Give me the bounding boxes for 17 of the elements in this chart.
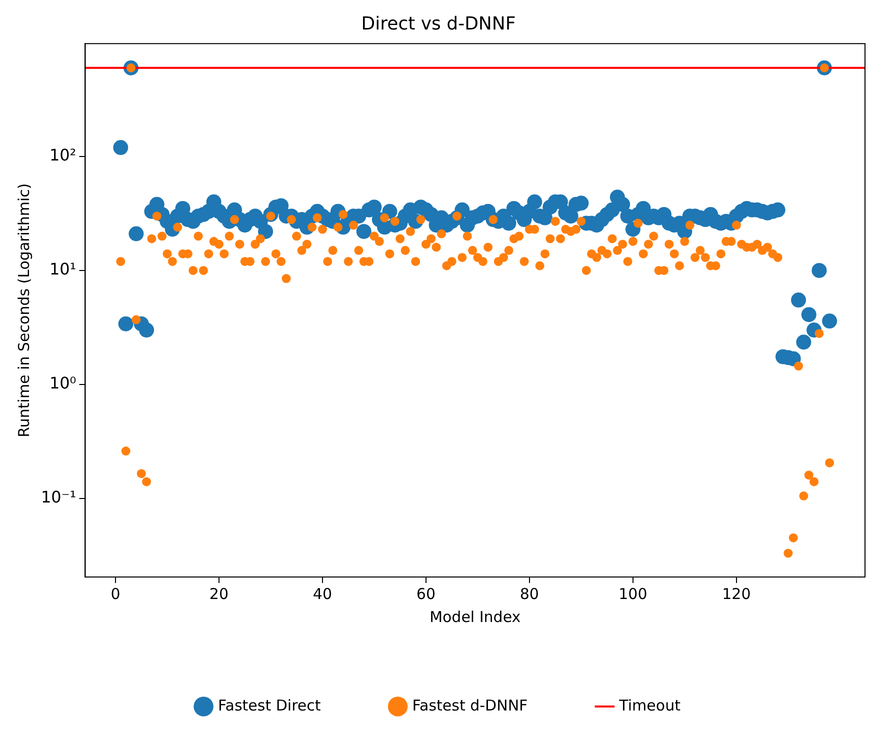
- x-tick-label: 120: [722, 584, 751, 603]
- chart-title: Direct vs d-DNNF: [361, 13, 516, 34]
- y-axis-title: Runtime in Seconds (Logarithmic): [14, 183, 33, 438]
- x-tick-label: 80: [520, 584, 539, 603]
- y-tick-label: 10⁻¹: [41, 488, 76, 506]
- legend-label: Timeout: [618, 696, 681, 714]
- x-tick-label: 20: [209, 584, 229, 603]
- x-tick-label: 60: [416, 584, 436, 603]
- legend-label: Fastest d-DNNF: [412, 696, 528, 714]
- y-tick-label: 10¹: [49, 260, 76, 279]
- x-tick-label: 0: [110, 584, 120, 603]
- legend-label: Fastest Direct: [218, 696, 321, 714]
- y-tick-label: 10²: [49, 146, 76, 165]
- y-tick-label: 10⁰: [49, 374, 76, 393]
- x-tick-label: 40: [312, 584, 332, 603]
- x-tick-label: 100: [618, 584, 648, 603]
- x-axis-title: Model Index: [430, 608, 521, 626]
